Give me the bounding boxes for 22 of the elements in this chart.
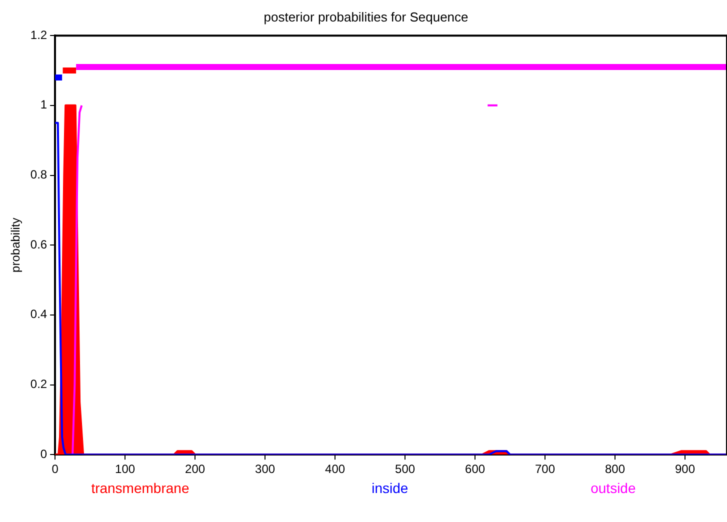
- text: outside: [590, 480, 636, 496]
- y-tick-label: 1: [40, 98, 48, 112]
- x-tick-label: 900: [674, 462, 696, 476]
- y-tick-label: 0.8: [30, 168, 48, 182]
- x-tick-label: 100: [115, 462, 136, 476]
- x-tick-label: 700: [535, 462, 556, 476]
- y-tick-label: 0.4: [30, 307, 48, 322]
- x-tick-label: 200: [185, 462, 206, 476]
- x-tick-label: 800: [605, 462, 626, 476]
- x-tick-label: 300: [255, 462, 276, 476]
- x-tick-label: 0: [52, 462, 59, 476]
- series-label: transmembrane: [91, 480, 190, 496]
- chart-title: posterior probabilities for Sequence: [264, 9, 468, 24]
- y-tick-label: 0: [40, 446, 48, 461]
- x-tick-label: 500: [395, 462, 416, 476]
- x-tick-label: 600: [465, 462, 486, 476]
- y-tick-label: 0.2: [30, 377, 48, 392]
- y-tick-label: 0.6: [30, 237, 48, 252]
- x-tick-label: 400: [325, 462, 346, 476]
- series-label: inside: [372, 480, 408, 496]
- y-axis-title: probability: [8, 218, 23, 272]
- y-tick-label: 1.2: [30, 28, 48, 42]
